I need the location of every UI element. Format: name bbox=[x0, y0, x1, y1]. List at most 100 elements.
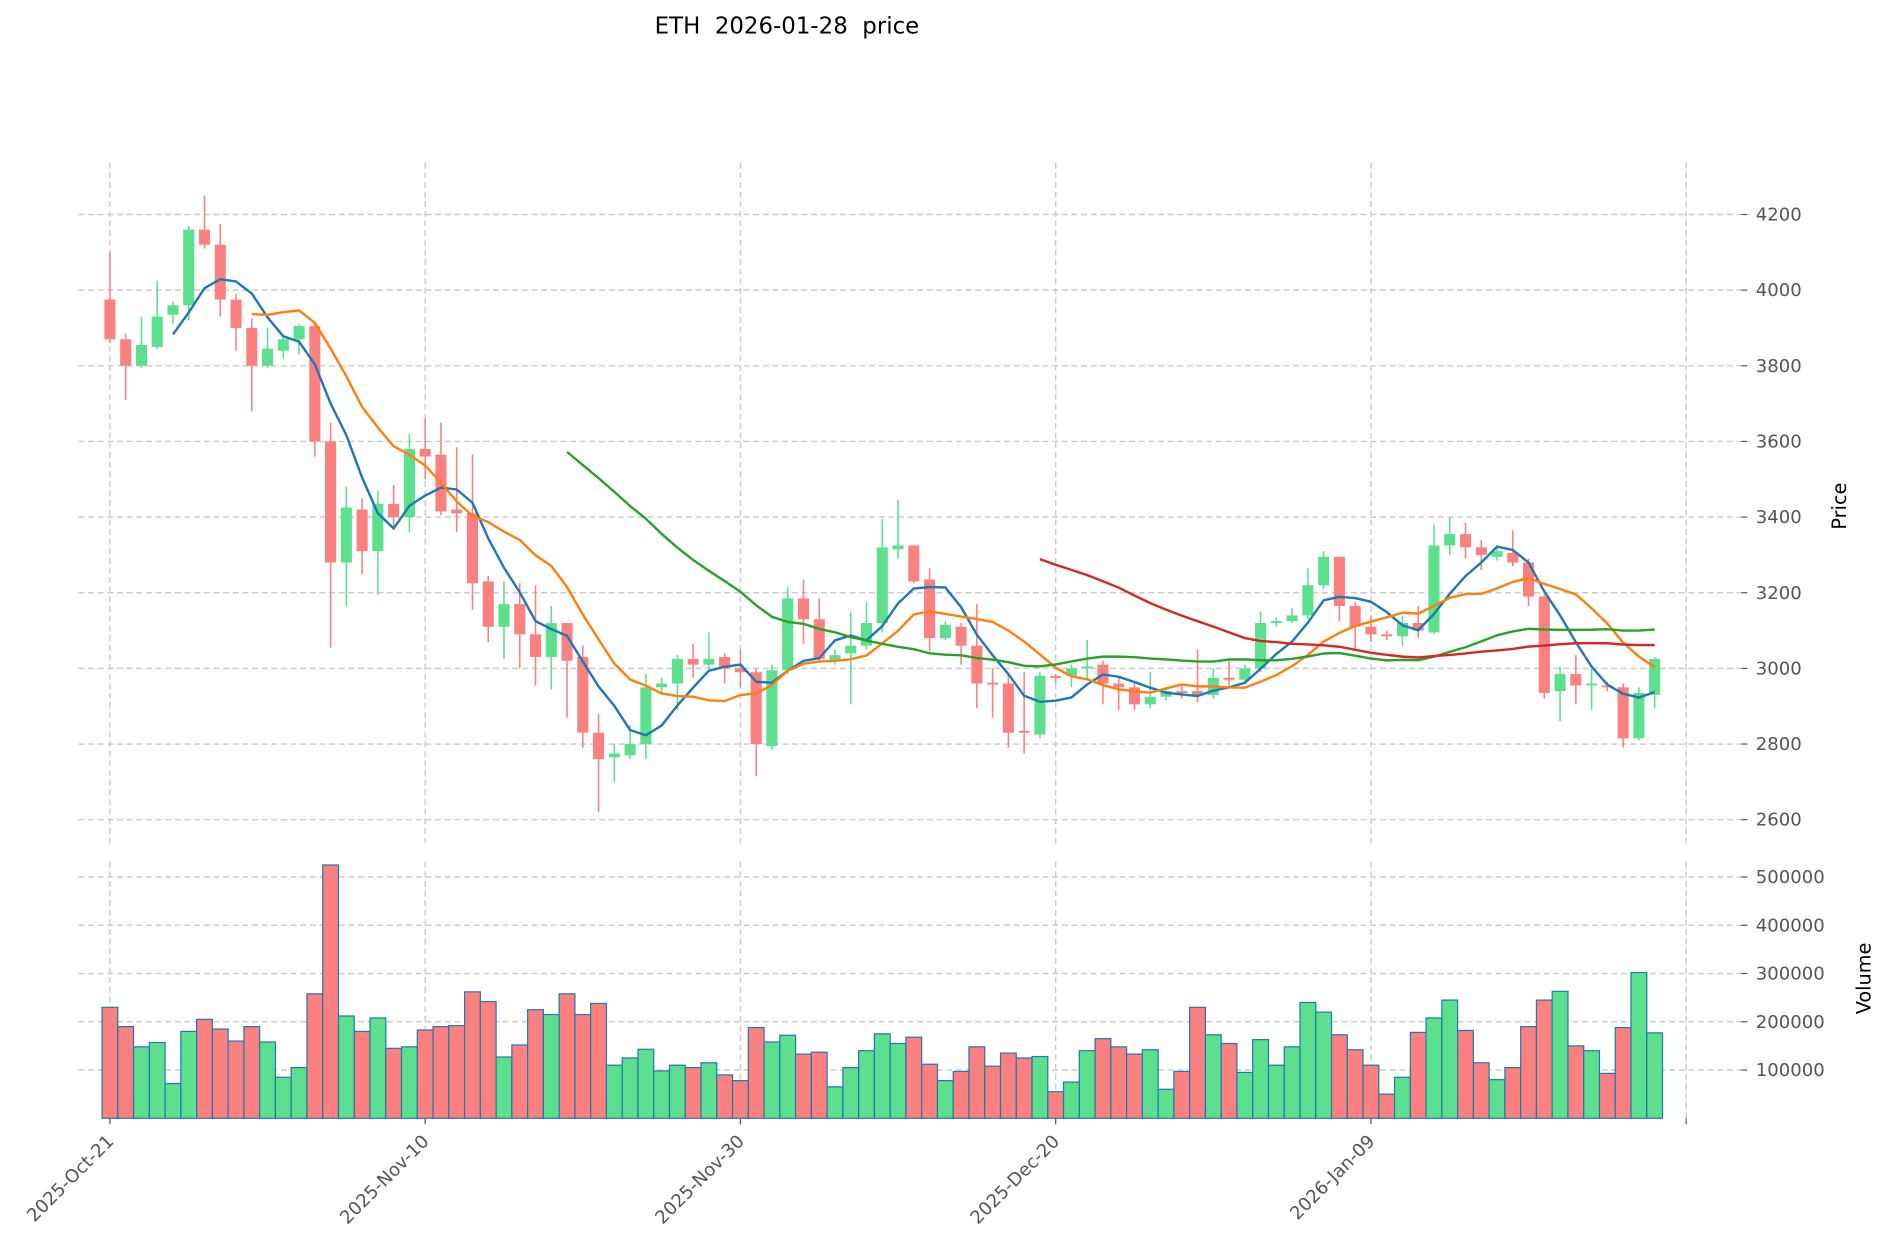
volume-bar bbox=[274, 1076, 292, 1119]
candle-up bbox=[860, 623, 873, 646]
date-tick-label: 2025-Oct-21 bbox=[23, 1131, 118, 1226]
volume-bar bbox=[1047, 1091, 1065, 1119]
candle-down bbox=[325, 441, 337, 563]
volume-bar bbox=[180, 1030, 198, 1119]
volume-bar bbox=[101, 1006, 119, 1119]
volume-bar bbox=[905, 1036, 923, 1119]
price-tick-label: 4200 bbox=[1756, 205, 1802, 226]
candle-up bbox=[703, 658, 715, 665]
candle-down bbox=[514, 604, 526, 635]
volume-bar bbox=[653, 1070, 671, 1119]
candle-down bbox=[1381, 634, 1393, 637]
price-tick-label: 3400 bbox=[1756, 507, 1802, 528]
candle-up bbox=[135, 344, 147, 366]
volume-bar bbox=[1425, 1017, 1443, 1119]
volume-bar bbox=[117, 1025, 135, 1119]
price-tick-label: 3800 bbox=[1756, 356, 1802, 377]
candle-up bbox=[545, 623, 557, 658]
volume-bar bbox=[1173, 1070, 1191, 1119]
candle-down bbox=[1050, 675, 1062, 678]
price-tick-label: 3200 bbox=[1756, 583, 1802, 604]
candle-up bbox=[262, 348, 274, 366]
candle-up bbox=[939, 624, 951, 639]
candle-up bbox=[403, 449, 415, 518]
volume-bar bbox=[1598, 1072, 1616, 1119]
volume-bar bbox=[826, 1086, 844, 1119]
price-tick-label: 4000 bbox=[1756, 280, 1802, 301]
volume-bar bbox=[463, 991, 481, 1119]
candle-up bbox=[498, 604, 510, 627]
ma10-line bbox=[251, 309, 1656, 703]
volume-bar bbox=[1630, 971, 1648, 1119]
price-axis-label: Price bbox=[1828, 483, 1851, 530]
volume-bar bbox=[873, 1033, 891, 1119]
candle-up bbox=[624, 744, 636, 756]
candle-down bbox=[797, 598, 810, 620]
candle-up bbox=[766, 670, 778, 746]
candle-up bbox=[293, 326, 305, 340]
candle-down bbox=[1128, 687, 1141, 705]
volume-bar bbox=[1220, 1042, 1238, 1119]
volume-bar bbox=[1330, 1034, 1348, 1119]
volume-bar bbox=[952, 1070, 970, 1119]
volume-bar bbox=[779, 1034, 797, 1119]
volume-bar bbox=[1252, 1039, 1270, 1119]
candle-down bbox=[687, 658, 699, 665]
volume-bar bbox=[385, 1047, 403, 1119]
volume-bar bbox=[227, 1040, 245, 1119]
volume-bar bbox=[196, 1018, 213, 1119]
volume-tick-label: 200000 bbox=[1756, 1012, 1825, 1033]
volume-bar bbox=[1393, 1076, 1411, 1119]
volume-bar bbox=[1441, 999, 1459, 1119]
ma5-line bbox=[172, 277, 1656, 737]
volume-bar bbox=[1157, 1088, 1175, 1119]
candle-down bbox=[214, 244, 226, 300]
candle-down bbox=[451, 509, 463, 514]
volume-bar bbox=[684, 1067, 702, 1119]
volume-bar bbox=[1488, 1079, 1506, 1119]
volume-bar bbox=[322, 864, 340, 1119]
volume-bar bbox=[1189, 1006, 1207, 1119]
volume-bar bbox=[1062, 1081, 1080, 1119]
candle-down bbox=[1002, 683, 1014, 733]
candle-up bbox=[656, 683, 668, 688]
volume-bar bbox=[574, 1013, 592, 1119]
candle-down bbox=[1176, 691, 1188, 693]
volume-bar bbox=[448, 1025, 466, 1119]
volume-bar bbox=[1283, 1046, 1301, 1119]
candle-up bbox=[1144, 696, 1156, 705]
volume-bar bbox=[763, 1041, 781, 1119]
candle-down bbox=[466, 513, 479, 584]
volume-bar bbox=[1126, 1053, 1143, 1119]
candle-up bbox=[1065, 668, 1077, 676]
candle-up bbox=[1302, 585, 1314, 616]
candle-down bbox=[1113, 683, 1125, 688]
candle-down bbox=[388, 503, 400, 518]
volume-bar bbox=[495, 1056, 513, 1119]
volume-bar bbox=[700, 1062, 718, 1119]
volume-bar bbox=[479, 1000, 497, 1119]
volume-bar bbox=[858, 1050, 876, 1119]
candle-up bbox=[892, 545, 904, 550]
volume-bar bbox=[132, 1046, 150, 1119]
volume-bar bbox=[1472, 1062, 1490, 1119]
candle-up bbox=[1160, 691, 1172, 697]
price-tick-label: 3600 bbox=[1756, 431, 1802, 452]
candle-up bbox=[1396, 623, 1408, 637]
price-candles bbox=[104, 195, 1661, 813]
ma30-line bbox=[566, 450, 1655, 668]
volume-bar bbox=[1346, 1049, 1364, 1119]
candle-down bbox=[908, 545, 920, 582]
volume-bar bbox=[527, 1009, 544, 1119]
volume-bar bbox=[984, 1065, 1002, 1119]
candle-down bbox=[577, 657, 589, 733]
candle-down bbox=[971, 645, 983, 684]
price-tick-label: 3000 bbox=[1756, 658, 1802, 679]
volume-bar bbox=[243, 1025, 261, 1119]
candle-down bbox=[1617, 687, 1629, 739]
candle-up bbox=[1318, 556, 1330, 586]
volume-bar bbox=[290, 1067, 308, 1119]
volume-bar bbox=[1031, 1055, 1049, 1119]
volume-bar bbox=[542, 1013, 560, 1119]
volume-bar bbox=[590, 1002, 608, 1119]
